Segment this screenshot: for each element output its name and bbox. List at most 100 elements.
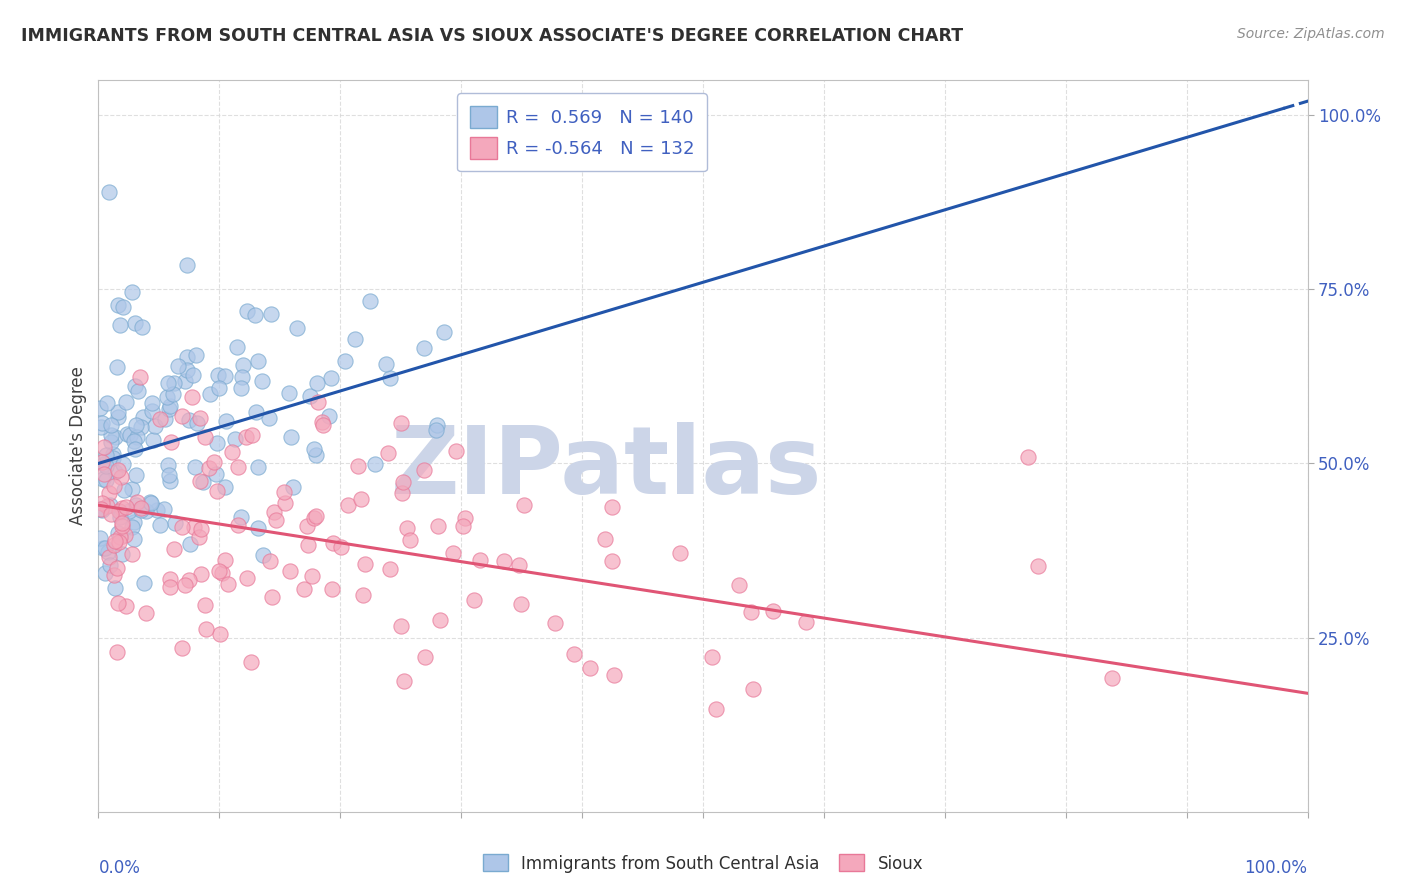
Point [321, 582, 343, 597]
Point [298, 389, 321, 403]
Point [183, 520, 205, 534]
Point [266, 513, 288, 527]
Point [305, 448, 328, 462]
Point [107, 463, 129, 477]
Point [228, 518, 250, 533]
Point [132, 576, 155, 591]
Point [98, 499, 121, 513]
Point [104, 430, 127, 444]
Point [181, 368, 204, 383]
Point [301, 569, 323, 583]
Point [396, 521, 419, 535]
Point [330, 540, 353, 554]
Point [207, 368, 229, 383]
Point [1101, 672, 1123, 686]
Point [159, 399, 181, 413]
Point [318, 409, 340, 424]
Point [179, 573, 201, 587]
Point [111, 518, 134, 533]
Point [593, 532, 616, 546]
Point [211, 566, 233, 580]
Point [378, 371, 401, 385]
Point [176, 258, 198, 272]
Point [90, 416, 112, 430]
Point [103, 567, 125, 582]
Point [391, 485, 413, 500]
Point [186, 417, 208, 431]
Point [429, 613, 451, 627]
Point [153, 502, 176, 516]
Point [245, 405, 267, 419]
Point [186, 348, 208, 362]
Point [94, 473, 117, 487]
Point [111, 457, 134, 471]
Point [193, 475, 215, 489]
Point [149, 411, 172, 425]
Point [322, 536, 344, 550]
Point [157, 468, 180, 483]
Point [162, 386, 184, 401]
Point [319, 370, 342, 384]
Point [364, 457, 387, 471]
Point [297, 538, 319, 552]
Point [172, 409, 194, 424]
Point [114, 527, 136, 541]
Point [742, 681, 765, 696]
Point [90, 502, 112, 516]
Point [89, 531, 111, 545]
Point [333, 353, 356, 368]
Point [101, 451, 124, 466]
Point [302, 511, 325, 525]
Point [208, 381, 231, 395]
Point [100, 507, 122, 521]
Point [163, 542, 186, 557]
Point [295, 519, 318, 533]
Point [108, 318, 131, 332]
Point [378, 561, 401, 575]
Point [153, 412, 176, 426]
Point [156, 376, 179, 391]
Point [103, 538, 125, 552]
Legend: R =  0.569   N = 140, R = -0.564   N = 132: R = 0.569 N = 140, R = -0.564 N = 132 [457, 93, 707, 171]
Point [159, 580, 181, 594]
Point [247, 354, 270, 368]
Point [135, 606, 157, 620]
Point [463, 592, 485, 607]
Point [114, 500, 136, 515]
Point [207, 564, 229, 578]
Point [506, 141, 529, 155]
Point [562, 648, 585, 662]
Point [399, 533, 422, 548]
Point [250, 374, 273, 388]
Point [389, 416, 412, 430]
Point [392, 673, 415, 688]
Point [508, 558, 530, 572]
Point [600, 500, 623, 515]
Point [307, 376, 329, 390]
Point [139, 496, 162, 510]
Point [205, 467, 228, 481]
Point [107, 409, 129, 424]
Point [344, 332, 367, 346]
Point [389, 619, 412, 633]
Text: Source: ZipAtlas.com: Source: ZipAtlas.com [1237, 27, 1385, 41]
Point [312, 418, 335, 433]
Point [441, 546, 464, 560]
Point [96, 396, 118, 410]
Point [413, 649, 436, 664]
Point [217, 577, 239, 591]
Point [260, 590, 283, 604]
Point [236, 571, 259, 585]
Point [354, 557, 377, 571]
Point [93, 440, 115, 454]
Point [131, 502, 153, 516]
Point [143, 418, 166, 433]
Point [96, 449, 118, 463]
Point [114, 599, 136, 613]
Point [105, 645, 128, 659]
Point [110, 501, 132, 516]
Point [89, 401, 111, 415]
Point [108, 530, 131, 544]
Point [259, 554, 281, 568]
Point [127, 495, 149, 509]
